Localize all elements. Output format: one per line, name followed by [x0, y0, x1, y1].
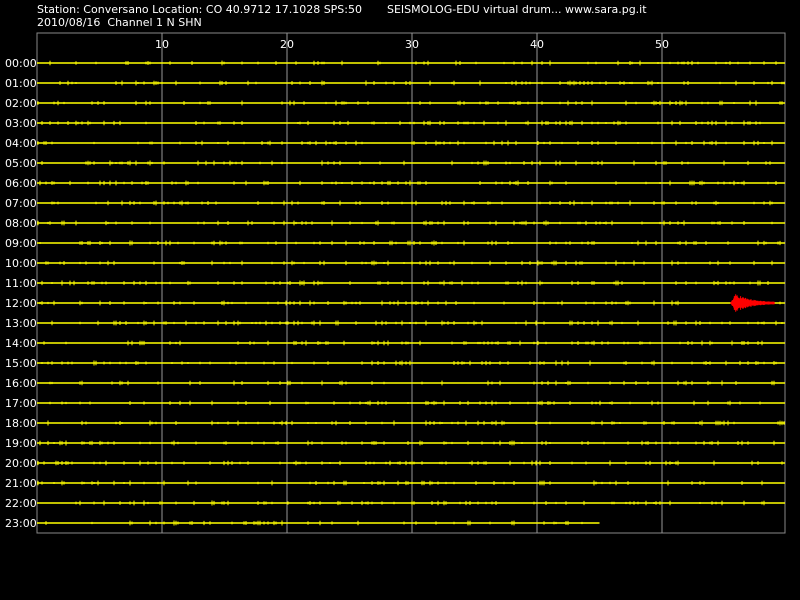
trace-noise-1600: [49, 380, 775, 386]
software-title: SEISMOLOG-EDU virtual drum... www.sara.p…: [387, 3, 647, 16]
row-label-0800: 08:00: [5, 217, 37, 230]
trace-noise-0100: [59, 80, 785, 86]
row-label-0500: 05:00: [5, 157, 37, 170]
trace-noise-2000: [37, 460, 783, 466]
row-label-2200: 22:00: [5, 497, 37, 510]
trace-noise-1400: [43, 340, 763, 346]
row-label-0900: 09:00: [5, 237, 37, 250]
x-tick-label-40: 40: [530, 38, 544, 51]
row-label-1300: 13:00: [5, 317, 37, 330]
row-label-1200: 12:00: [5, 297, 37, 310]
x-tick-label-30: 30: [405, 38, 419, 51]
row-label-0400: 04:00: [5, 137, 37, 150]
row-label-0600: 06:00: [5, 177, 37, 190]
trace-noise-1500: [41, 360, 777, 366]
trace-noise-0600: [39, 180, 777, 186]
trace-noise-1700: [49, 400, 761, 406]
row-label-2000: 20:00: [5, 457, 37, 470]
trace-noise-0500: [41, 160, 771, 166]
trace-noise-0300: [41, 120, 761, 126]
row-label-2300: 23:00: [5, 517, 37, 530]
station-info: Station: Conversano Location: CO 40.9712…: [37, 3, 362, 16]
trace-noise-0800: [37, 220, 773, 226]
x-tick-label-50: 50: [655, 38, 669, 51]
trace-noise-1900: [39, 440, 775, 446]
row-label-1600: 16:00: [5, 377, 37, 390]
row-label-0000: 00:00: [5, 57, 37, 70]
row-label-1500: 15:00: [5, 357, 37, 370]
trace-noise-2200: [75, 500, 765, 506]
trace-noise-1100: [41, 280, 769, 286]
row-label-1800: 18:00: [5, 417, 37, 430]
trace-noise-0200: [37, 100, 783, 106]
row-label-1000: 10:00: [5, 257, 37, 270]
row-label-1900: 19:00: [5, 437, 37, 450]
row-label-0200: 02:00: [5, 97, 37, 110]
row-label-1100: 11:00: [5, 277, 37, 290]
row-label-0100: 01:00: [5, 77, 37, 90]
row-label-1700: 17:00: [5, 397, 37, 410]
trace-noise-0000: [49, 60, 777, 66]
row-label-0700: 07:00: [5, 197, 37, 210]
x-tick-label-20: 20: [280, 38, 294, 51]
trace-noise-1300: [51, 320, 783, 326]
date-channel-info: 2010/08/16 Channel 1 N SHN: [37, 16, 202, 29]
row-label-2100: 21:00: [5, 477, 37, 490]
trace-noise-1000: [45, 260, 773, 266]
trace-noise-0400: [37, 140, 773, 146]
trace-noise-0900: [39, 240, 781, 246]
x-tick-label-10: 10: [155, 38, 169, 51]
trace-noise-2100: [37, 480, 763, 486]
trace-noise-0700: [51, 200, 773, 206]
row-label-1400: 14:00: [5, 337, 37, 350]
row-label-0300: 03:00: [5, 117, 37, 130]
trace-noise-2300: [45, 520, 583, 526]
trace-noise-1800: [47, 420, 785, 426]
trace-noise-1200: [39, 300, 781, 306]
